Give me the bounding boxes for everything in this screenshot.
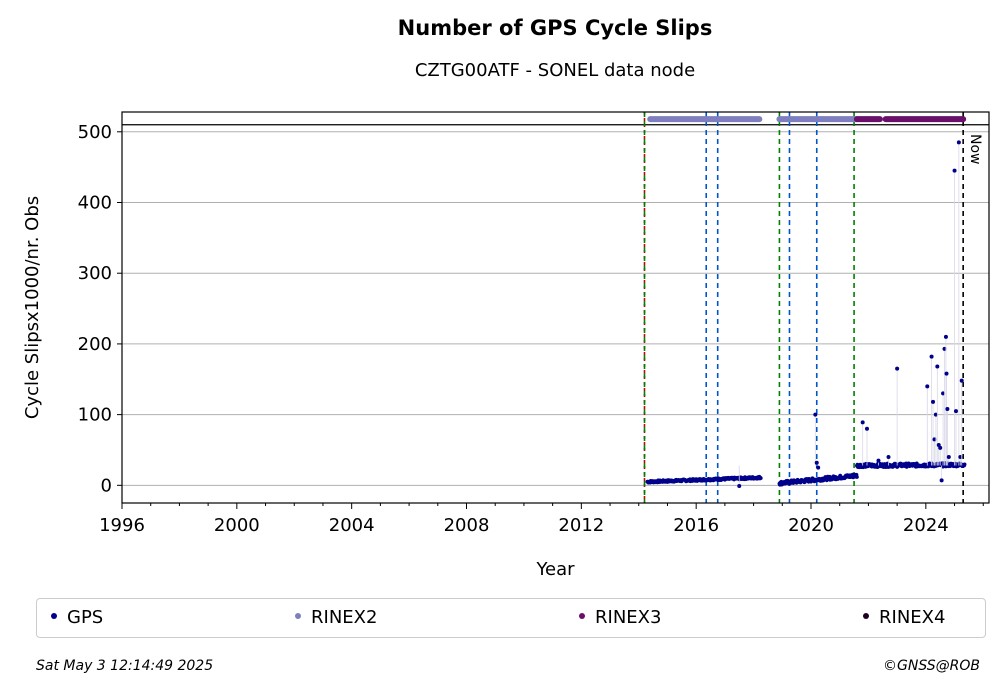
- gps-point: [935, 364, 940, 369]
- legend: GPS RINEX2 RINEX3 RINEX4: [36, 598, 986, 638]
- x-tick-label: 2004: [329, 515, 375, 536]
- chart-subtitle: CZTG00ATF - SONEL data node: [414, 60, 696, 81]
- legend-label-rinex2: RINEX2: [311, 607, 378, 628]
- gps-point: [938, 445, 943, 450]
- gps-point: [876, 458, 881, 463]
- gps-point: [944, 371, 949, 376]
- gps-point: [959, 378, 964, 383]
- legend-item-rinex4: RINEX4: [863, 607, 945, 628]
- x-tick-label: 2020: [788, 515, 834, 536]
- gps-point: [948, 462, 953, 467]
- y-tick-label: 500: [78, 122, 112, 143]
- now-label: Now: [967, 134, 983, 165]
- gps-point: [932, 437, 937, 442]
- copyright-credit: ©GNSS@ROB: [883, 658, 980, 674]
- gps-point: [737, 484, 742, 489]
- legend-marker-gps: [51, 613, 57, 619]
- gps-point: [929, 354, 934, 359]
- x-tick-label: 2000: [214, 515, 260, 536]
- gps-point: [941, 391, 946, 396]
- gps-point: [824, 478, 829, 483]
- gps-point: [962, 462, 967, 467]
- legend-label-rinex3: RINEX3: [595, 607, 662, 628]
- gps-point: [946, 455, 951, 460]
- gps-point: [939, 478, 944, 483]
- gps-point: [956, 140, 961, 145]
- legend-item-rinex3: RINEX3: [579, 607, 661, 628]
- x-tick-label: 2016: [673, 515, 719, 536]
- gps-point: [945, 406, 950, 411]
- gps-point: [855, 475, 859, 479]
- x-tick-label: 2024: [903, 515, 949, 536]
- gps-point: [931, 399, 936, 404]
- gps-point: [933, 412, 938, 417]
- y-tick-label: 400: [78, 193, 112, 214]
- legend-label-rinex4: RINEX4: [879, 607, 946, 628]
- gps-point: [953, 409, 958, 414]
- gps-point: [943, 334, 948, 339]
- generation-timestamp: Sat May 3 12:14:49 2025: [36, 658, 214, 674]
- y-axis-label: Cycle Slipsx1000/nr. Obs: [22, 196, 43, 419]
- y-tick-label: 300: [78, 263, 112, 284]
- y-tick-label: 0: [101, 475, 112, 496]
- gps-point: [925, 384, 930, 389]
- chart-title: Number of GPS Cycle Slips: [397, 16, 713, 40]
- y-tick-label: 200: [78, 334, 112, 355]
- gps-point: [864, 426, 869, 431]
- legend-item-gps: GPS: [51, 607, 103, 628]
- gps-point: [758, 476, 763, 481]
- gps-point: [895, 366, 900, 371]
- gps-point: [814, 460, 819, 465]
- gps-point: [816, 465, 821, 470]
- gps-point: [886, 455, 891, 460]
- gps-point: [860, 420, 865, 425]
- x-axis-label: Year: [535, 559, 575, 580]
- x-tick-label: 2012: [558, 515, 604, 536]
- plot-frame: [121, 111, 990, 504]
- legend-marker-rinex3: [579, 613, 585, 619]
- legend-label-gps: GPS: [67, 607, 104, 628]
- x-tick-label: 2008: [444, 515, 490, 536]
- legend-item-rinex2: RINEX2: [295, 607, 377, 628]
- y-tick-label: 100: [78, 405, 112, 426]
- legend-marker-rinex4: [863, 613, 869, 619]
- gps-point: [813, 412, 818, 417]
- legend-marker-rinex2: [295, 613, 301, 619]
- x-tick-label: 1996: [99, 515, 145, 536]
- gps-point: [952, 168, 957, 173]
- gps-point: [942, 346, 947, 351]
- gps-point: [958, 455, 963, 460]
